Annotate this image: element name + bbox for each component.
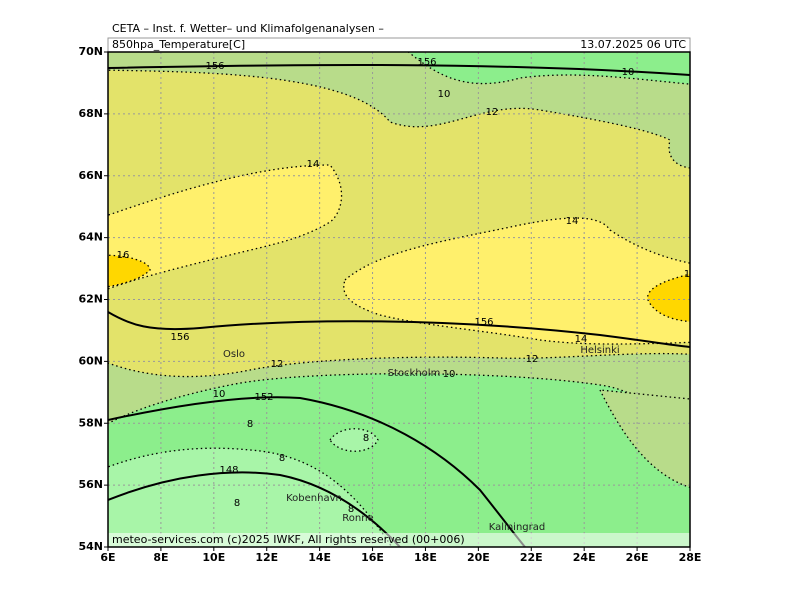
lat-label: 54N <box>78 540 103 553</box>
contour-label: 10 <box>438 89 451 100</box>
contour-label: 10 <box>622 67 635 78</box>
contour-label: 152 <box>254 392 273 403</box>
contour-label: 8 <box>348 504 354 515</box>
variable-label: 850hpa_Temperature[C] <box>112 38 245 51</box>
place-label: Stockholm <box>388 368 441 379</box>
contour-label: 156 <box>474 317 493 328</box>
lon-label: 6E <box>100 551 115 564</box>
map-area <box>108 52 690 547</box>
contour-label: 156 <box>205 61 224 72</box>
place-label: Kaliningrad <box>489 522 545 533</box>
contour-label: 12 <box>486 107 499 118</box>
region-lightgreen <box>108 447 393 547</box>
footer: meteo-services.com (c)2025 IWKF, All rig… <box>112 533 465 546</box>
lat-label: 62N <box>78 293 103 306</box>
geopotential-line <box>108 63 690 76</box>
geopotential-line <box>108 396 526 547</box>
lon-label: 28E <box>679 551 702 564</box>
contour-label: 10 <box>443 369 456 380</box>
contour-label: 8 <box>363 433 369 444</box>
lat-label: 64N <box>78 231 103 244</box>
contour-label: 8 <box>247 419 253 430</box>
lon-label: 24E <box>573 551 596 564</box>
lat-label: 66N <box>78 169 103 182</box>
contour-label: 12 <box>271 359 284 370</box>
lon-label: 12E <box>255 551 278 564</box>
contour-label: 10 <box>213 389 226 400</box>
region-lightgreen <box>329 428 379 452</box>
contour-label: 16 <box>117 250 130 261</box>
place-label: Kobenhavn <box>286 493 342 504</box>
contour-label: 156 <box>417 57 436 68</box>
contour-labels: 156 156 10 10 12 14 14 16 1 156 156 14 1… <box>117 57 691 515</box>
lon-label: 20E <box>467 551 490 564</box>
lon-label: 22E <box>520 551 543 564</box>
place-labels: Oslo Stockholm Helsinki Kobenhavn Ronne … <box>223 345 620 533</box>
contour-label: 14 <box>307 159 320 170</box>
lon-label: 10E <box>202 551 225 564</box>
geopotential-line <box>108 471 401 547</box>
grid <box>108 52 690 547</box>
lon-label: 16E <box>361 551 384 564</box>
lon-label: 8E <box>153 551 168 564</box>
header-title: CETA – Inst. f. Wetter– und Klimafolgena… <box>112 22 384 35</box>
region-gold <box>108 254 151 288</box>
lat-label: 70N <box>78 45 103 58</box>
place-label: Ronne <box>342 513 373 524</box>
datetime-label: 13.07.2025 06 UTC <box>580 38 686 51</box>
lat-label: 60N <box>78 354 103 367</box>
lat-label: 56N <box>78 478 103 491</box>
contour-label: 12 <box>526 354 539 365</box>
lon-label: 14E <box>308 551 331 564</box>
lat-label: 58N <box>78 416 103 429</box>
footer-box <box>108 533 690 547</box>
contour-label: 148 <box>219 465 238 476</box>
place-label: Oslo <box>223 349 245 360</box>
geopotential-line <box>108 311 690 348</box>
lon-label: 26E <box>626 551 649 564</box>
region-yellow <box>108 164 343 290</box>
region-yellow <box>343 217 690 345</box>
contour-label: 8 <box>279 453 285 464</box>
region-olive <box>598 389 690 488</box>
lat-label: 68N <box>78 107 103 120</box>
contour-label: 156 <box>170 332 189 343</box>
lon-label: 18E <box>414 551 437 564</box>
contour-label: 14 <box>575 334 588 345</box>
contour-label: 14 <box>566 216 579 227</box>
contour-label: 1 <box>684 269 690 280</box>
contour-label: 8 <box>234 498 240 509</box>
place-label: Helsinki <box>580 345 619 356</box>
